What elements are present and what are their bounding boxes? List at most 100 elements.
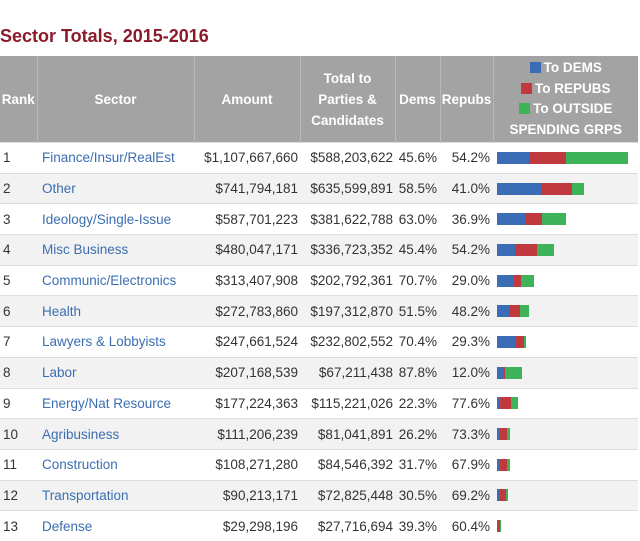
bar-outside-segment <box>520 274 534 287</box>
rank-header[interactable]: Rank <box>0 56 38 143</box>
table-row: 8 Labor $207,168,539 $67,211,438 87.8% 12.0% <box>0 356 638 388</box>
bar-repubs-segment <box>503 366 505 379</box>
dems-pct-cell: 26.2% <box>395 418 440 450</box>
distribution-bar-cell <box>493 448 638 481</box>
bar-dems-segment <box>497 213 526 226</box>
repubs-pct-cell: 41.0% <box>440 172 493 204</box>
stacked-bar <box>497 335 638 348</box>
sector-link[interactable]: Ideology/Single-Issue <box>37 203 194 235</box>
bar-repubs-segment <box>499 489 506 502</box>
bar-repubs-segment <box>509 305 521 318</box>
distribution-bar-cell <box>493 203 638 235</box>
total-header-line2: Parties & <box>318 91 377 107</box>
dems-pct-cell: 22.3% <box>395 387 440 419</box>
bar-dems-segment <box>497 458 501 471</box>
sector-header[interactable]: Sector <box>37 56 195 143</box>
outside-swatch <box>519 103 531 114</box>
distribution-bar-cell <box>493 142 638 174</box>
rank-cell: 5 <box>0 264 37 296</box>
repubs-pct-cell: 29.0% <box>440 264 493 296</box>
sector-link[interactable]: Transportation <box>37 479 194 511</box>
header-row: Rank Sector Amount Total to Parties & Ca… <box>0 56 638 143</box>
stacked-bar <box>497 305 638 318</box>
dems-header[interactable]: Dems <box>395 56 441 143</box>
table-row: 10 Agribusiness $111,206,239 $81,041,891 26.… <box>0 418 638 450</box>
bar-repubs-segment <box>498 520 501 533</box>
bar-repubs-segment <box>500 397 511 410</box>
rank-cell: 12 <box>0 479 37 511</box>
table-row: 13 Defense $29,298,196 $27,716,694 39.3% 60.4… <box>0 510 638 541</box>
sector-link[interactable]: Other <box>37 172 194 204</box>
stacked-bar <box>497 151 638 164</box>
total-header[interactable]: Total to Parties & Candidates <box>300 56 396 143</box>
repubs-header[interactable]: Repubs <box>440 56 494 143</box>
sector-link[interactable]: Defense <box>37 510 194 541</box>
dems-pct-cell: 31.7% <box>395 448 440 481</box>
dems-pct-cell: 30.5% <box>395 479 440 511</box>
bar-repubs-segment <box>516 335 525 348</box>
distribution-bar-cell <box>493 356 638 388</box>
dems-pct-cell: 63.0% <box>395 203 440 235</box>
rank-cell: 1 <box>0 142 37 174</box>
legend-dems: To DEMS <box>543 60 602 75</box>
bar-outside-segment <box>520 305 530 318</box>
distribution-bar-cell <box>493 295 638 327</box>
bar-dems-segment <box>497 274 514 287</box>
bar-repubs-segment <box>528 151 567 164</box>
sector-link[interactable]: Finance/Insur/RealEst <box>37 142 194 174</box>
distribution-bar-cell <box>493 172 638 204</box>
rank-cell: 2 <box>0 172 37 204</box>
stacked-bar <box>497 397 638 410</box>
repubs-pct-cell: 73.3% <box>440 418 493 450</box>
legend-repubs: To REPUBS <box>534 80 611 96</box>
rank-cell: 10 <box>0 418 37 450</box>
amount-cell: $587,701,223 <box>194 203 300 235</box>
stacked-bar <box>497 458 638 471</box>
dems-pct-cell: 87.8% <box>395 356 440 388</box>
bar-repubs-segment <box>513 274 521 287</box>
repubs-pct-cell: 12.0% <box>440 356 493 388</box>
amount-header[interactable]: Amount <box>194 56 301 143</box>
bar-outside-segment <box>505 489 508 502</box>
sector-link[interactable]: Labor <box>37 356 194 388</box>
stacked-bar <box>497 274 638 287</box>
amount-cell: $741,794,181 <box>194 172 300 204</box>
sector-link[interactable]: Health <box>37 295 194 327</box>
dems-pct-cell: 58.5% <box>395 172 440 204</box>
total-cell: $197,312,870 <box>300 295 395 327</box>
legend-header: To DEMS To REPUBS To OUTSIDE SPENDING GR… <box>493 56 638 143</box>
amount-cell: $90,213,171 <box>194 479 300 511</box>
bar-repubs-segment <box>499 428 507 441</box>
table-row: 6 Health $272,783,860 $197,312,870 51.5% 48.2… <box>0 295 638 327</box>
sector-link[interactable]: Construction <box>37 448 194 481</box>
stacked-bar <box>497 182 638 195</box>
rank-cell: 11 <box>0 448 37 481</box>
repubs-pct-cell: 29.3% <box>440 326 493 358</box>
amount-cell: $177,224,363 <box>194 387 300 419</box>
dems-pct-cell: 70.7% <box>395 264 440 296</box>
table-row: 3 Ideology/Single-Issue $587,701,223 $381,6… <box>0 203 638 235</box>
sector-totals-table: Rank Sector Amount Total to Parties & Ca… <box>0 56 638 541</box>
rank-cell: 6 <box>0 295 37 327</box>
sector-link[interactable]: Agribusiness <box>37 418 194 450</box>
amount-cell: $313,407,908 <box>194 264 300 296</box>
total-cell: $27,716,694 <box>300 510 395 541</box>
total-cell: $72,825,448 <box>300 479 395 511</box>
bar-dems-segment <box>497 305 510 318</box>
bar-outside-segment <box>542 213 567 226</box>
repubs-pct-cell: 36.9% <box>440 203 493 235</box>
dems-pct-cell: 70.4% <box>395 326 440 358</box>
sector-link[interactable]: Lawyers & Lobbyists <box>37 326 194 358</box>
rank-cell: 9 <box>0 387 37 419</box>
sector-link[interactable]: Energy/Nat Resource <box>37 387 194 419</box>
repubs-pct-cell: 77.6% <box>440 387 493 419</box>
amount-cell: $272,783,860 <box>194 295 300 327</box>
sector-link[interactable]: Communic/Electronics <box>37 264 194 296</box>
bar-outside-segment <box>510 397 518 410</box>
repubs-pct-cell: 60.4% <box>440 510 493 541</box>
total-header-line1: Total to <box>323 70 372 86</box>
table-row: 5 Communic/Electronics $313,407,908 $202,79… <box>0 264 638 296</box>
sector-link[interactable]: Misc Business <box>37 234 194 266</box>
table-row: 4 Misc Business $480,047,171 $336,723,352 45… <box>0 234 638 266</box>
amount-cell: $480,047,171 <box>194 234 300 266</box>
